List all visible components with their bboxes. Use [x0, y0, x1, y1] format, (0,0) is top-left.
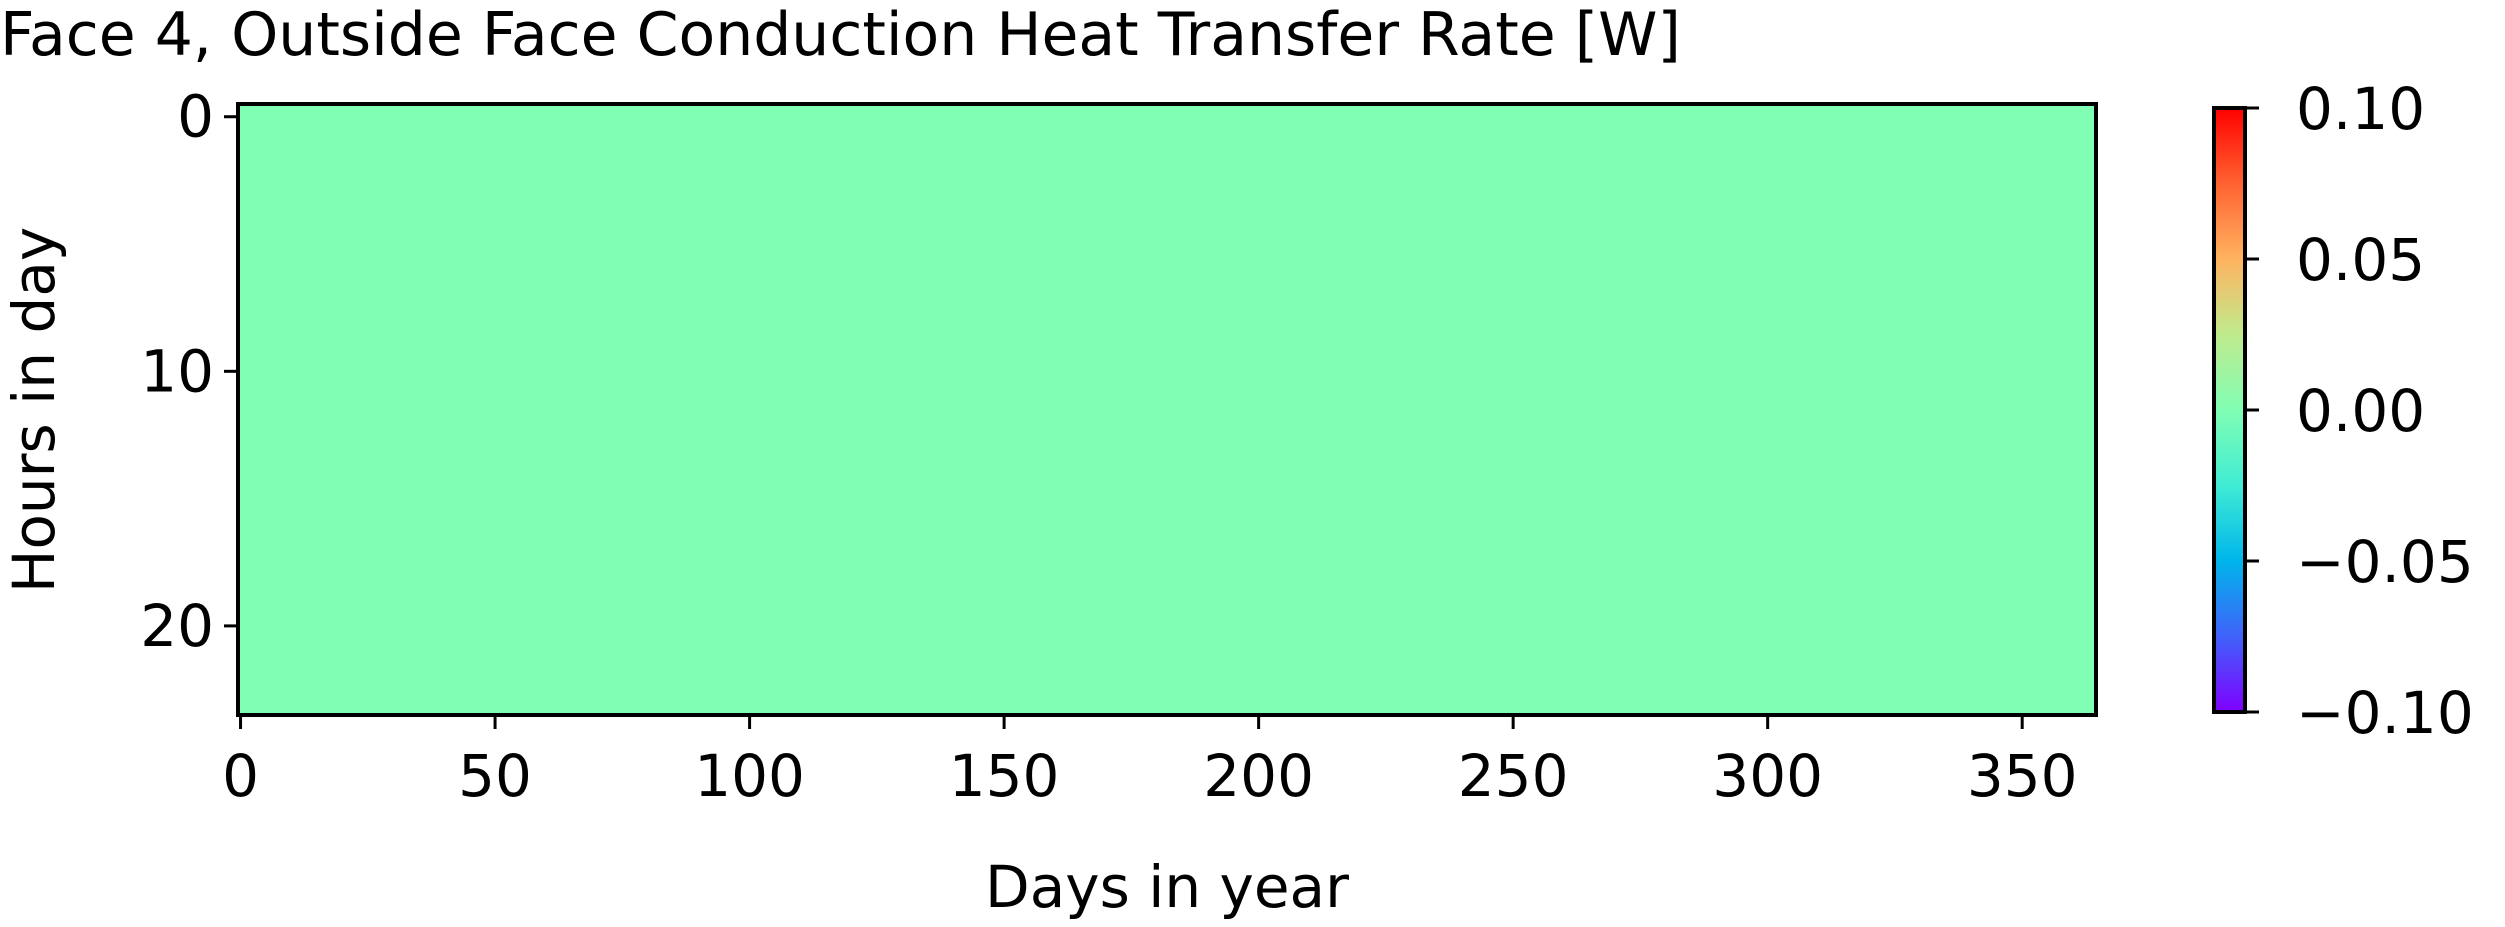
colorbar-ticks: −0.10 −0.05 0.00 0.05 0.10: [2245, 75, 2474, 747]
x-tick-label: 250: [1458, 742, 1569, 810]
x-tick-label: 200: [1203, 742, 1314, 810]
colorbar-tick-label: −0.05: [2296, 528, 2474, 596]
y-axis-ticks: 0 10 20: [140, 83, 238, 660]
colorbar-tick-label: 0.10: [2296, 75, 2425, 143]
x-tick-label: 50: [458, 742, 532, 810]
heatmap-cells: [238, 104, 2096, 715]
y-tick-label: 0: [177, 83, 214, 151]
colorbar-tick-label: 0.00: [2296, 377, 2425, 445]
colorbar: [2214, 108, 2245, 712]
plot-frame: [236, 102, 2098, 717]
x-tick-label: 300: [1712, 742, 1823, 810]
colorbar-tick-label: 0.05: [2296, 226, 2425, 294]
x-tick-label: 350: [1967, 742, 2078, 810]
x-tick-label: 150: [949, 742, 1060, 810]
x-axis-label: Days in year: [985, 853, 1349, 921]
x-tick-label: 0: [222, 742, 259, 810]
y-axis-label: Hours in day: [0, 227, 68, 593]
y-tick-label: 10: [140, 337, 214, 405]
y-tick-label: 20: [140, 592, 214, 660]
x-tick-label: 100: [694, 742, 805, 810]
chart-title: Face 4, Outside Face Conduction Heat Tra…: [0, 0, 1681, 70]
colorbar-tick-label: −0.10: [2296, 679, 2474, 747]
x-axis-ticks: 0 50 100 150 200 250 300 350: [222, 715, 2078, 810]
